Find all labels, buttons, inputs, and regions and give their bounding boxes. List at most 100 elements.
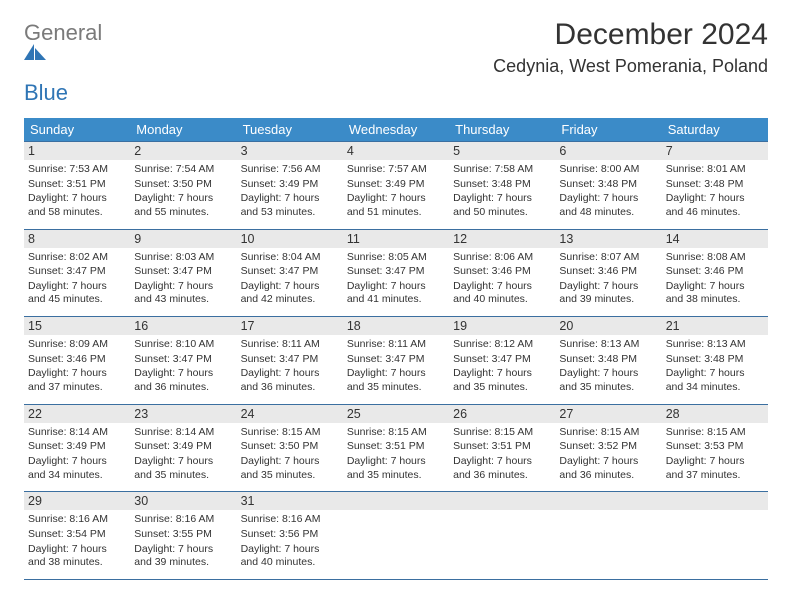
calendar-head: SundayMondayTuesdayWednesdayThursdayFrid… [24,118,768,142]
calendar-cell: 14Sunrise: 8:08 AMSunset: 3:46 PMDayligh… [662,229,768,317]
sunset-text: Sunset: 3:47 PM [134,353,232,367]
calendar-cell: 12Sunrise: 8:06 AMSunset: 3:46 PMDayligh… [449,229,555,317]
daylight-text: Daylight: 7 hours and 36 minutes. [134,367,232,394]
sunrise-text: Sunrise: 8:07 AM [559,251,657,265]
sunrise-text: Sunrise: 7:53 AM [28,163,126,177]
day-number: 6 [555,142,661,160]
calendar-cell: 1Sunrise: 7:53 AMSunset: 3:51 PMDaylight… [24,142,130,230]
day-number: 22 [24,405,130,423]
sunset-text: Sunset: 3:46 PM [28,353,126,367]
day-number: 3 [237,142,343,160]
calendar-cell: 8Sunrise: 8:02 AMSunset: 3:47 PMDaylight… [24,229,130,317]
month-title: December 2024 [493,18,768,52]
logo-text: General Blue [24,22,102,104]
daylight-text: Daylight: 7 hours and 34 minutes. [666,367,764,394]
sunrise-text: Sunrise: 7:54 AM [134,163,232,177]
sunrise-text: Sunrise: 8:09 AM [28,338,126,352]
calendar-cell: 3Sunrise: 7:56 AMSunset: 3:49 PMDaylight… [237,142,343,230]
logo-sail-icon [24,44,102,60]
weekday-header: Tuesday [237,118,343,142]
day-number: 28 [662,405,768,423]
day-number: 10 [237,230,343,248]
sunrise-text: Sunrise: 8:11 AM [347,338,445,352]
sunrise-text: Sunrise: 8:00 AM [559,163,657,177]
cell-body: Sunrise: 8:00 AMSunset: 3:48 PMDaylight:… [559,163,657,220]
day-number: 30 [130,492,236,510]
day-number: 23 [130,405,236,423]
sunrise-text: Sunrise: 8:06 AM [453,251,551,265]
sunrise-text: Sunrise: 8:14 AM [134,426,232,440]
calendar-cell: 24Sunrise: 8:15 AMSunset: 3:50 PMDayligh… [237,404,343,492]
daylight-text: Daylight: 7 hours and 35 minutes. [134,455,232,482]
sunrise-text: Sunrise: 8:05 AM [347,251,445,265]
calendar-cell [343,492,449,580]
sunrise-text: Sunrise: 8:12 AM [453,338,551,352]
day-number: 13 [555,230,661,248]
daylight-text: Daylight: 7 hours and 45 minutes. [28,280,126,307]
calendar-cell: 17Sunrise: 8:11 AMSunset: 3:47 PMDayligh… [237,317,343,405]
day-number: 18 [343,317,449,335]
day-number: 31 [237,492,343,510]
sunrise-text: Sunrise: 7:56 AM [241,163,339,177]
day-number [449,492,555,510]
calendar-row: 15Sunrise: 8:09 AMSunset: 3:46 PMDayligh… [24,317,768,405]
sunset-text: Sunset: 3:47 PM [28,265,126,279]
daylight-text: Daylight: 7 hours and 39 minutes. [559,280,657,307]
sunset-text: Sunset: 3:49 PM [134,440,232,454]
calendar-cell: 2Sunrise: 7:54 AMSunset: 3:50 PMDaylight… [130,142,236,230]
weekday-header: Thursday [449,118,555,142]
weekday-header: Wednesday [343,118,449,142]
calendar-cell: 25Sunrise: 8:15 AMSunset: 3:51 PMDayligh… [343,404,449,492]
sunset-text: Sunset: 3:46 PM [453,265,551,279]
daylight-text: Daylight: 7 hours and 40 minutes. [453,280,551,307]
daylight-text: Daylight: 7 hours and 43 minutes. [134,280,232,307]
day-number: 4 [343,142,449,160]
daylight-text: Daylight: 7 hours and 53 minutes. [241,192,339,219]
daylight-text: Daylight: 7 hours and 51 minutes. [347,192,445,219]
calendar-cell: 11Sunrise: 8:05 AMSunset: 3:47 PMDayligh… [343,229,449,317]
calendar-row: 22Sunrise: 8:14 AMSunset: 3:49 PMDayligh… [24,404,768,492]
header: General Blue December 2024 Cedynia, West… [24,18,768,104]
calendar-cell [555,492,661,580]
daylight-text: Daylight: 7 hours and 55 minutes. [134,192,232,219]
calendar-cell: 31Sunrise: 8:16 AMSunset: 3:56 PMDayligh… [237,492,343,580]
location: Cedynia, West Pomerania, Poland [493,56,768,77]
cell-body: Sunrise: 8:09 AMSunset: 3:46 PMDaylight:… [28,338,126,395]
sunset-text: Sunset: 3:49 PM [347,178,445,192]
day-number: 26 [449,405,555,423]
day-number: 21 [662,317,768,335]
logo-line1: General [24,20,102,45]
calendar-row: 8Sunrise: 8:02 AMSunset: 3:47 PMDaylight… [24,229,768,317]
cell-body: Sunrise: 8:15 AMSunset: 3:52 PMDaylight:… [559,426,657,483]
daylight-text: Daylight: 7 hours and 42 minutes. [241,280,339,307]
cell-body: Sunrise: 8:06 AMSunset: 3:46 PMDaylight:… [453,251,551,308]
cell-body: Sunrise: 8:11 AMSunset: 3:47 PMDaylight:… [241,338,339,395]
sunrise-text: Sunrise: 8:02 AM [28,251,126,265]
sunrise-text: Sunrise: 8:16 AM [241,513,339,527]
sunset-text: Sunset: 3:53 PM [666,440,764,454]
logo: General Blue [24,22,102,104]
day-number [555,492,661,510]
daylight-text: Daylight: 7 hours and 39 minutes. [134,543,232,570]
weekday-row: SundayMondayTuesdayWednesdayThursdayFrid… [24,118,768,142]
title-block: December 2024 Cedynia, West Pomerania, P… [493,18,768,77]
sunset-text: Sunset: 3:51 PM [28,178,126,192]
sunset-text: Sunset: 3:55 PM [134,528,232,542]
daylight-text: Daylight: 7 hours and 36 minutes. [241,367,339,394]
calendar-cell: 6 Sunrise: 8:00 AMSunset: 3:48 PMDaylight… [555,142,661,230]
sunset-text: Sunset: 3:46 PM [559,265,657,279]
cell-body: Sunrise: 8:05 AMSunset: 3:47 PMDaylight:… [347,251,445,308]
sunset-text: Sunset: 3:46 PM [666,265,764,279]
cell-body: Sunrise: 8:16 AMSunset: 3:55 PMDaylight:… [134,513,232,570]
day-number: 14 [662,230,768,248]
daylight-text: Daylight: 7 hours and 38 minutes. [28,543,126,570]
calendar-cell: 16Sunrise: 8:10 AMSunset: 3:47 PMDayligh… [130,317,236,405]
cell-body: Sunrise: 8:11 AMSunset: 3:47 PMDaylight:… [347,338,445,395]
daylight-text: Daylight: 7 hours and 35 minutes. [453,367,551,394]
sunrise-text: Sunrise: 8:16 AM [134,513,232,527]
cell-body: Sunrise: 8:15 AMSunset: 3:50 PMDaylight:… [241,426,339,483]
calendar-cell: 4Sunrise: 7:57 AMSunset: 3:49 PMDaylight… [343,142,449,230]
daylight-text: Daylight: 7 hours and 38 minutes. [666,280,764,307]
daylight-text: Daylight: 7 hours and 35 minutes. [241,455,339,482]
cell-body: Sunrise: 8:14 AMSunset: 3:49 PMDaylight:… [134,426,232,483]
